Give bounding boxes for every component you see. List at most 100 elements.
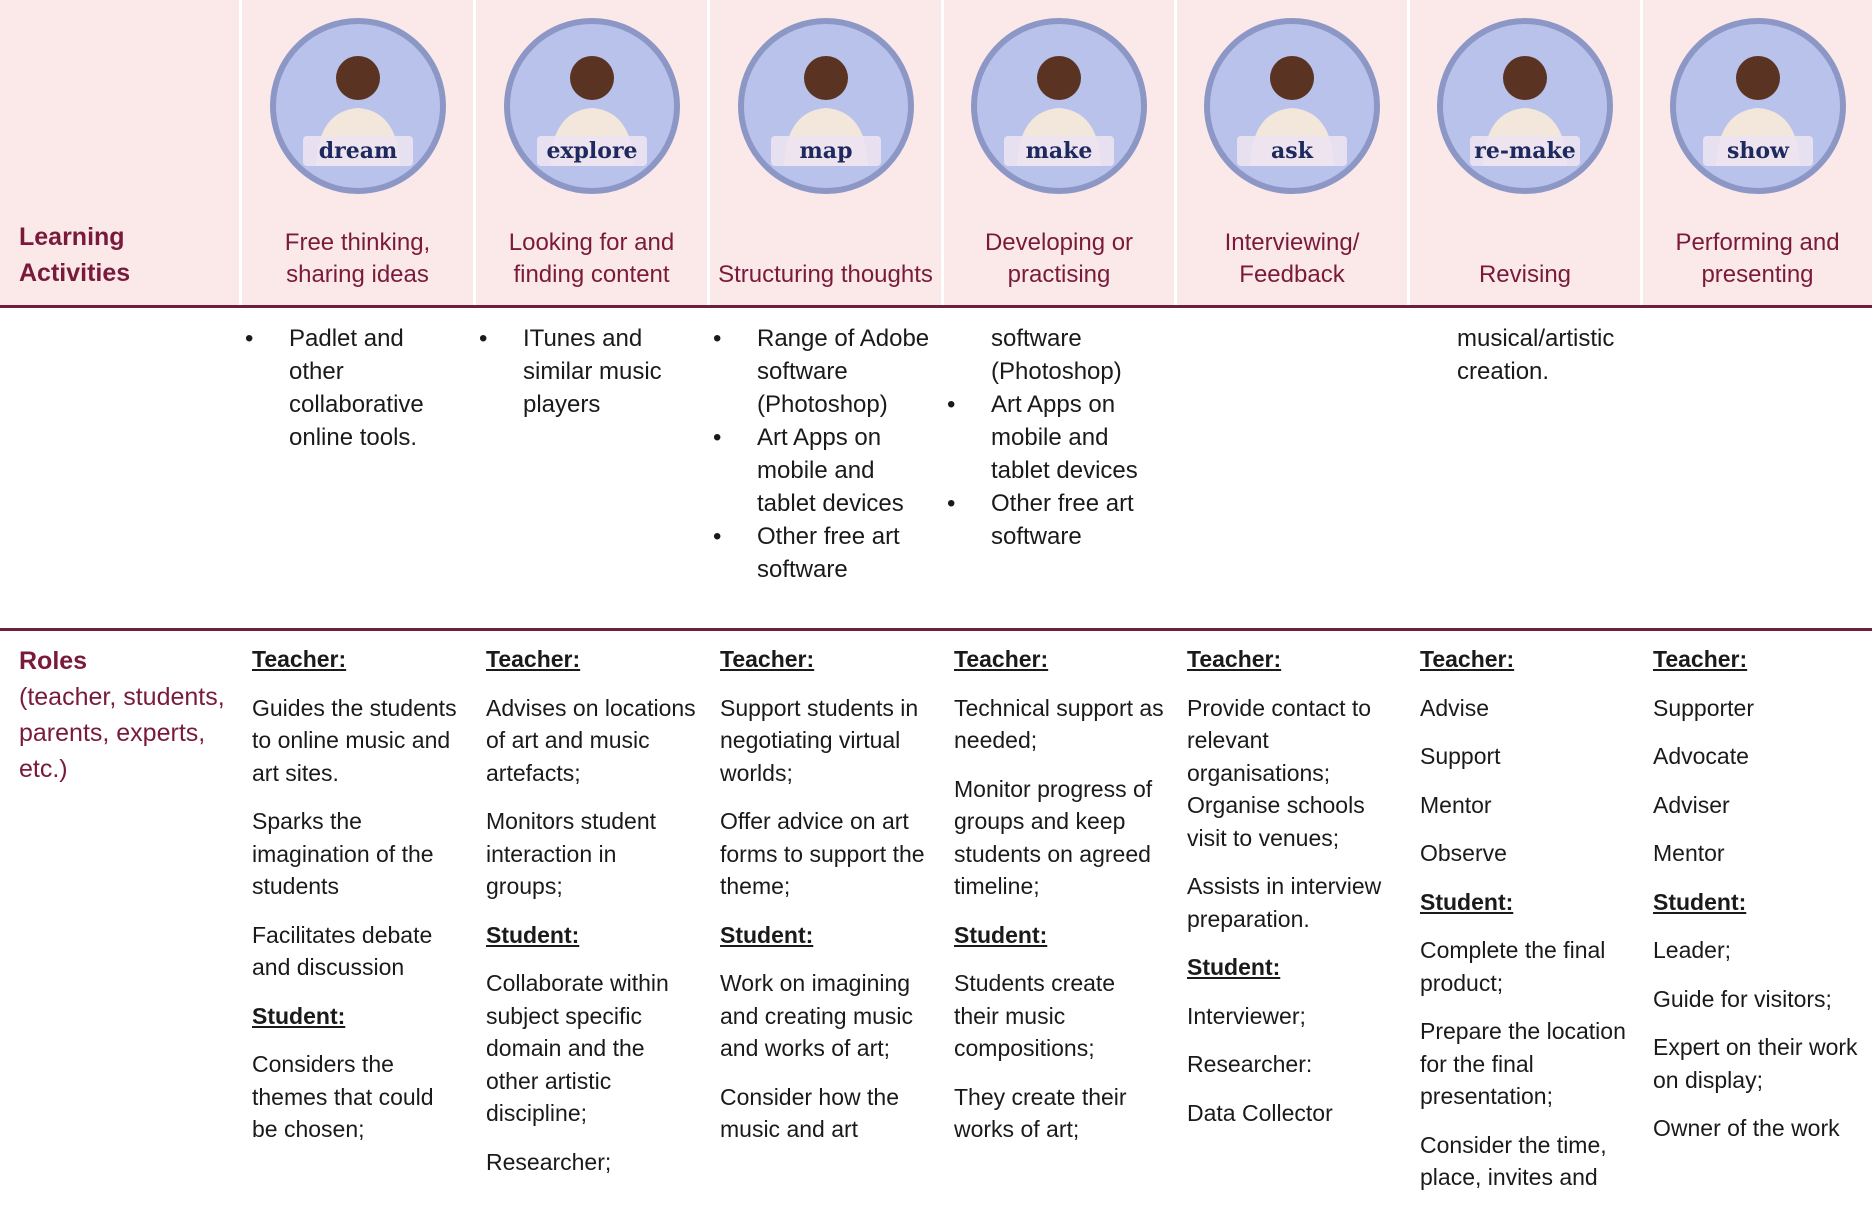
activity-icon: make (971, 18, 1147, 194)
activity-icon: map (737, 18, 914, 194)
tool-item: Art Apps on mobile and tablet devices (941, 388, 1174, 487)
role-text: Mentor (1420, 791, 1492, 818)
icon-figure-head (1037, 56, 1081, 100)
row-label: Roles (19, 647, 88, 675)
tools-cell: musical/artistic creation. (1407, 308, 1640, 627)
icon-label: show (1727, 138, 1790, 164)
role-text: Facilitates debate and discussion (252, 921, 433, 981)
roles-cell: Teacher: Provide contact to relevant orga… (1174, 631, 1407, 1208)
role-heading: Teacher: (1653, 646, 1748, 672)
icon-label: ask (1271, 138, 1314, 164)
icon-banner (1237, 136, 1347, 166)
role-text: Leader; (1653, 937, 1732, 963)
tools-row: Padlet and other collaborative online to… (0, 308, 1872, 627)
role-text: Prepare the location for the final prese… (1420, 1018, 1626, 1109)
icon-label: re-make (1474, 138, 1576, 164)
role-heading: Student: (720, 921, 814, 948)
tools-list: Range of Adobe software (Photoshop)Art A… (707, 322, 941, 586)
activity-text: Developing or practising (984, 229, 1134, 288)
header-cell: re-make Revising (1407, 0, 1640, 305)
tool-item: Art Apps on mobile and tablet devices (707, 421, 941, 520)
tool-item: Range of Adobe software (Photoshop) (707, 322, 941, 421)
role-text: Support (1420, 743, 1501, 769)
tools-list: software (Photoshop)Art Apps on mobile a… (941, 322, 1174, 553)
role-heading: Student: (1420, 888, 1514, 915)
activity-icon: re-make (1437, 18, 1613, 194)
activity-text: Revising (1478, 261, 1572, 288)
tools-cell: Padlet and other collaborative online to… (239, 308, 473, 627)
role-text: Assists in interview preparation. (1187, 873, 1382, 932)
tools-list: ITunes and similar music players (473, 322, 707, 421)
icon-banner (1004, 136, 1114, 166)
role-heading: Student: (1187, 954, 1281, 980)
activity-text: Free thinking, sharing ideas (284, 229, 431, 288)
role-heading: Teacher: (720, 646, 815, 672)
role-text: Guides the students to online music and … (252, 694, 457, 786)
role-text: Considers the themes that could be chose… (252, 1051, 434, 1142)
role-text: Advise (1420, 694, 1490, 721)
header-cell: make Developing or practising (941, 0, 1174, 305)
header-cell: show Performing and presenting (1640, 0, 1872, 305)
tool-item: Other free art software (941, 487, 1174, 553)
activity-icon: ask (1204, 18, 1380, 194)
role-text: Supporter (1653, 694, 1755, 721)
activity-icon: explore (503, 18, 680, 194)
roles-cell: Teacher: Supporter Advocate Adviser Mentor St… (1640, 631, 1872, 1208)
icon-banner (1470, 136, 1580, 166)
roles-cell: Teacher: Guides the students to online mu… (239, 631, 473, 1208)
roles-cell: Teacher: Advise Support Mentor Observe Studen… (1407, 631, 1640, 1208)
tools-cell (1174, 308, 1407, 627)
tool-item: Padlet and other collaborative online to… (239, 322, 473, 454)
tool-item: ITunes and similar music players (473, 322, 707, 421)
role-text: Students create their music compositions… (954, 970, 1116, 1061)
role-text: Provide contact to relevant organisation… (1187, 694, 1372, 851)
role-text: Interviewer; (1187, 1002, 1306, 1029)
role-text: Data Collector (1187, 1099, 1333, 1126)
role-heading: Teacher: (954, 646, 1049, 672)
icon-figure-head (803, 56, 848, 100)
tool-item: Other free art software (707, 520, 941, 586)
activity-icon: show (1669, 18, 1846, 194)
roles-label-cell: Roles (teacher, students, parents, exper… (0, 631, 239, 1208)
icon-banner (536, 136, 647, 166)
icon-banner (302, 136, 413, 166)
role-text: Mentor (1653, 840, 1725, 866)
header-cell: map Structuring thoughts (707, 0, 941, 305)
row-label: Learning Activities (19, 223, 131, 287)
role-text: Work on imagining and creating music and… (720, 970, 914, 1061)
role-heading: Student: (252, 1002, 346, 1029)
role-text: Researcher; (486, 1148, 612, 1175)
role-text: Collaborate within subject specific doma… (486, 970, 669, 1126)
role-text: Expert on their work on display; (1653, 1034, 1858, 1093)
role-text: Owner of the work (1653, 1115, 1840, 1141)
roles-cell: Teacher: Technical support as needed; Moni… (941, 631, 1174, 1208)
icon-figure-head (569, 56, 614, 100)
activity-icon: dream (269, 18, 446, 194)
role-text: Guide for visitors; (1653, 985, 1832, 1012)
role-text: Adviser (1653, 791, 1730, 818)
icon-label: dream (318, 138, 397, 164)
role-heading: Student: (486, 921, 580, 948)
tools-list: musical/artistic creation. (1407, 322, 1640, 388)
icon-label: explore (546, 138, 637, 164)
role-heading: Teacher: (1420, 646, 1515, 672)
role-text: Complete the final product; (1420, 937, 1606, 996)
row-sublabel: (teacher, students, parents, experts, et… (19, 683, 225, 783)
tools-cell: ITunes and similar music players (473, 308, 707, 627)
header-label-cell: Learning Activities (0, 0, 239, 305)
header-cell: dream Free thinking, sharing ideas (239, 0, 473, 305)
role-text: Observe (1420, 840, 1507, 866)
role-text: Consider the time, place, invites and (1420, 1131, 1607, 1191)
header-cell: explore Looking for and finding content (473, 0, 707, 305)
activity-text: Looking for and finding content (508, 229, 675, 288)
header-row: Learning Activities dream Free thinking, … (0, 0, 1872, 308)
tool-item: software (Photoshop) (991, 325, 1122, 385)
tool-item: musical/artistic creation. (1457, 325, 1615, 385)
role-text: Consider how the music and art (720, 1083, 899, 1143)
role-heading: Student: (1653, 888, 1747, 915)
activity-text: Interviewing/ Feedback (1224, 229, 1360, 288)
role-text: Monitors student interaction in groups; (486, 808, 657, 899)
role-text: Advises on locations of art and music ar… (486, 694, 696, 786)
roles-cell: Teacher: Advises on locations of art and … (473, 631, 707, 1208)
